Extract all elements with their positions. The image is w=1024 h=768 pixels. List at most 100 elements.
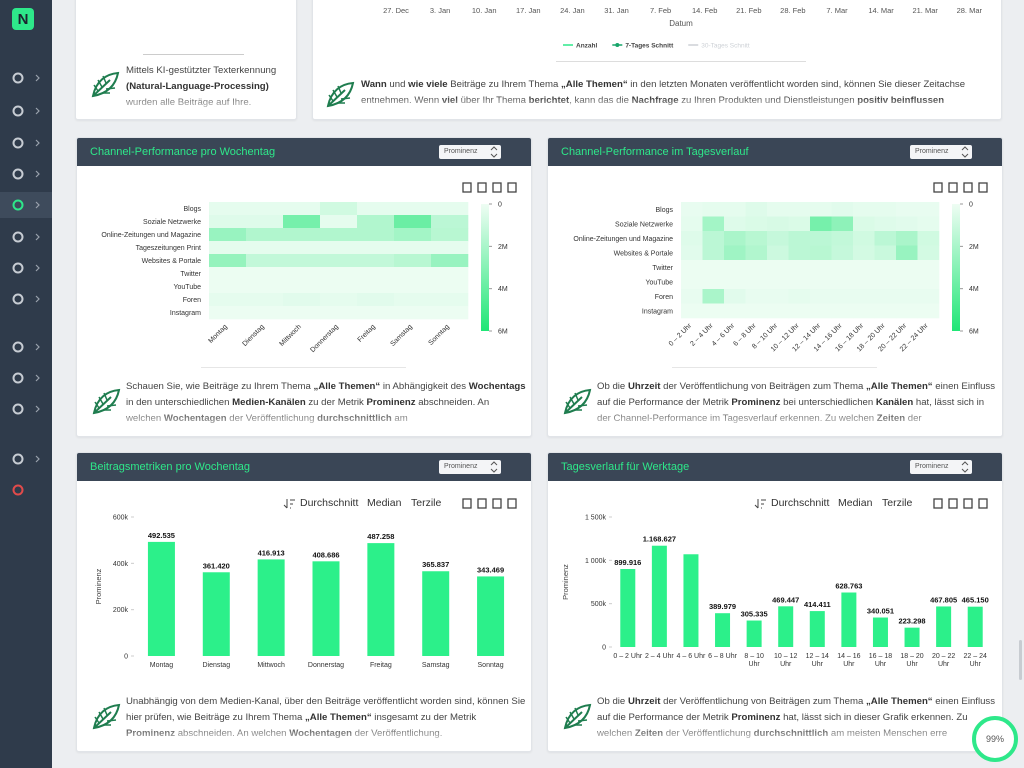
bar[interactable] (651, 545, 667, 647)
heat-cell[interactable] (394, 267, 432, 281)
heat-cell[interactable] (702, 245, 725, 261)
heat-cell[interactable] (702, 303, 725, 319)
bar[interactable] (936, 606, 952, 647)
bar[interactable] (778, 606, 794, 647)
heat-cell[interactable] (431, 306, 469, 320)
toolbar-button[interactable]: Terzile (411, 497, 442, 509)
heat-cell[interactable] (283, 280, 321, 294)
heat-cell[interactable] (702, 216, 725, 232)
heat-cell[interactable] (320, 280, 358, 294)
heat-cell[interactable] (874, 274, 897, 290)
bar[interactable] (715, 613, 731, 647)
progress-indicator[interactable]: 99% (970, 714, 1020, 764)
heat-cell[interactable] (767, 245, 789, 261)
toolbar-button[interactable]: Durchschnitt (771, 497, 830, 509)
menu-icon[interactable] (12, 403, 24, 415)
tool-icon[interactable] (492, 498, 502, 509)
bar[interactable] (746, 620, 762, 647)
heat-cell[interactable] (831, 231, 854, 246)
heat-cell[interactable] (767, 231, 789, 246)
tool-icon[interactable] (933, 182, 943, 193)
heat-cell[interactable] (896, 289, 918, 304)
heat-cell[interactable] (788, 216, 811, 232)
tool-icon[interactable] (492, 182, 502, 193)
heat-cell[interactable] (767, 303, 789, 319)
heat-cell[interactable] (283, 228, 321, 242)
bar[interactable] (872, 617, 888, 647)
heat-cell[interactable] (853, 274, 875, 290)
heat-cell[interactable] (767, 216, 789, 232)
bar[interactable] (202, 572, 230, 656)
heat-cell[interactable] (283, 254, 321, 268)
heat-cell[interactable] (896, 245, 918, 261)
heat-cell[interactable] (320, 241, 358, 255)
heat-cell[interactable] (357, 267, 395, 281)
heat-cell[interactable] (810, 231, 832, 246)
heat-cell[interactable] (831, 245, 854, 261)
heat-cell[interactable] (394, 254, 432, 268)
heat-cell[interactable] (283, 306, 321, 320)
heat-cell[interactable] (853, 231, 875, 246)
metric-select[interactable]: Prominenz (910, 145, 972, 159)
menu-icon[interactable] (12, 199, 24, 211)
heat-cell[interactable] (917, 231, 940, 246)
heat-cell[interactable] (357, 241, 395, 255)
heat-cell[interactable] (320, 306, 358, 320)
heat-cell[interactable] (724, 245, 746, 261)
menu-icon[interactable] (12, 168, 24, 180)
heat-cell[interactable] (810, 245, 832, 261)
heat-cell[interactable] (702, 274, 725, 290)
tool-icon[interactable] (477, 498, 487, 509)
heat-cell[interactable] (681, 202, 703, 217)
heat-cell[interactable] (853, 202, 875, 217)
heat-cell[interactable] (745, 202, 768, 217)
heat-cell[interactable] (283, 215, 321, 229)
heat-cell[interactable] (853, 303, 875, 319)
heat-cell[interactable] (874, 216, 897, 232)
bar[interactable] (904, 627, 920, 647)
bar[interactable] (257, 559, 285, 656)
heat-cell[interactable] (853, 289, 875, 304)
heat-cell[interactable] (874, 260, 897, 275)
heat-cell[interactable] (431, 215, 469, 229)
heat-cell[interactable] (209, 228, 247, 242)
sort-icon[interactable] (283, 499, 295, 509)
heat-cell[interactable] (917, 216, 940, 232)
heat-cell[interactable] (702, 260, 725, 275)
heat-cell[interactable] (745, 274, 768, 290)
heat-cell[interactable] (831, 303, 854, 319)
tool-icon[interactable] (978, 498, 988, 509)
heat-cell[interactable] (246, 215, 284, 229)
tool-icon[interactable] (933, 498, 943, 509)
heat-cell[interactable] (681, 216, 703, 232)
heat-cell[interactable] (702, 289, 725, 304)
heat-cell[interactable] (810, 202, 832, 217)
heat-cell[interactable] (209, 267, 247, 281)
heat-cell[interactable] (283, 241, 321, 255)
heat-cell[interactable] (209, 215, 247, 229)
heat-cell[interactable] (810, 303, 832, 319)
heat-cell[interactable] (320, 215, 358, 229)
heat-cell[interactable] (896, 274, 918, 290)
menu-icon[interactable] (12, 484, 24, 496)
legend-label[interactable]: 7-Tages Schnitt (625, 43, 674, 50)
tool-icon[interactable] (507, 498, 517, 509)
heat-cell[interactable] (896, 231, 918, 246)
heat-cell[interactable] (724, 202, 746, 217)
heat-cell[interactable] (788, 202, 811, 217)
legend-label[interactable]: Anzahl (576, 43, 598, 50)
heat-cell[interactable] (209, 254, 247, 268)
heat-cell[interactable] (246, 241, 284, 255)
heat-cell[interactable] (831, 260, 854, 275)
tool-icon[interactable] (978, 182, 988, 193)
heat-cell[interactable] (745, 289, 768, 304)
bar[interactable] (312, 561, 340, 656)
heat-cell[interactable] (874, 245, 897, 261)
heat-cell[interactable] (246, 280, 284, 294)
heat-cell[interactable] (357, 306, 395, 320)
heat-cell[interactable] (394, 228, 432, 242)
heat-cell[interactable] (724, 303, 746, 319)
heat-cell[interactable] (810, 289, 832, 304)
heat-cell[interactable] (874, 202, 897, 217)
heat-cell[interactable] (681, 274, 703, 290)
